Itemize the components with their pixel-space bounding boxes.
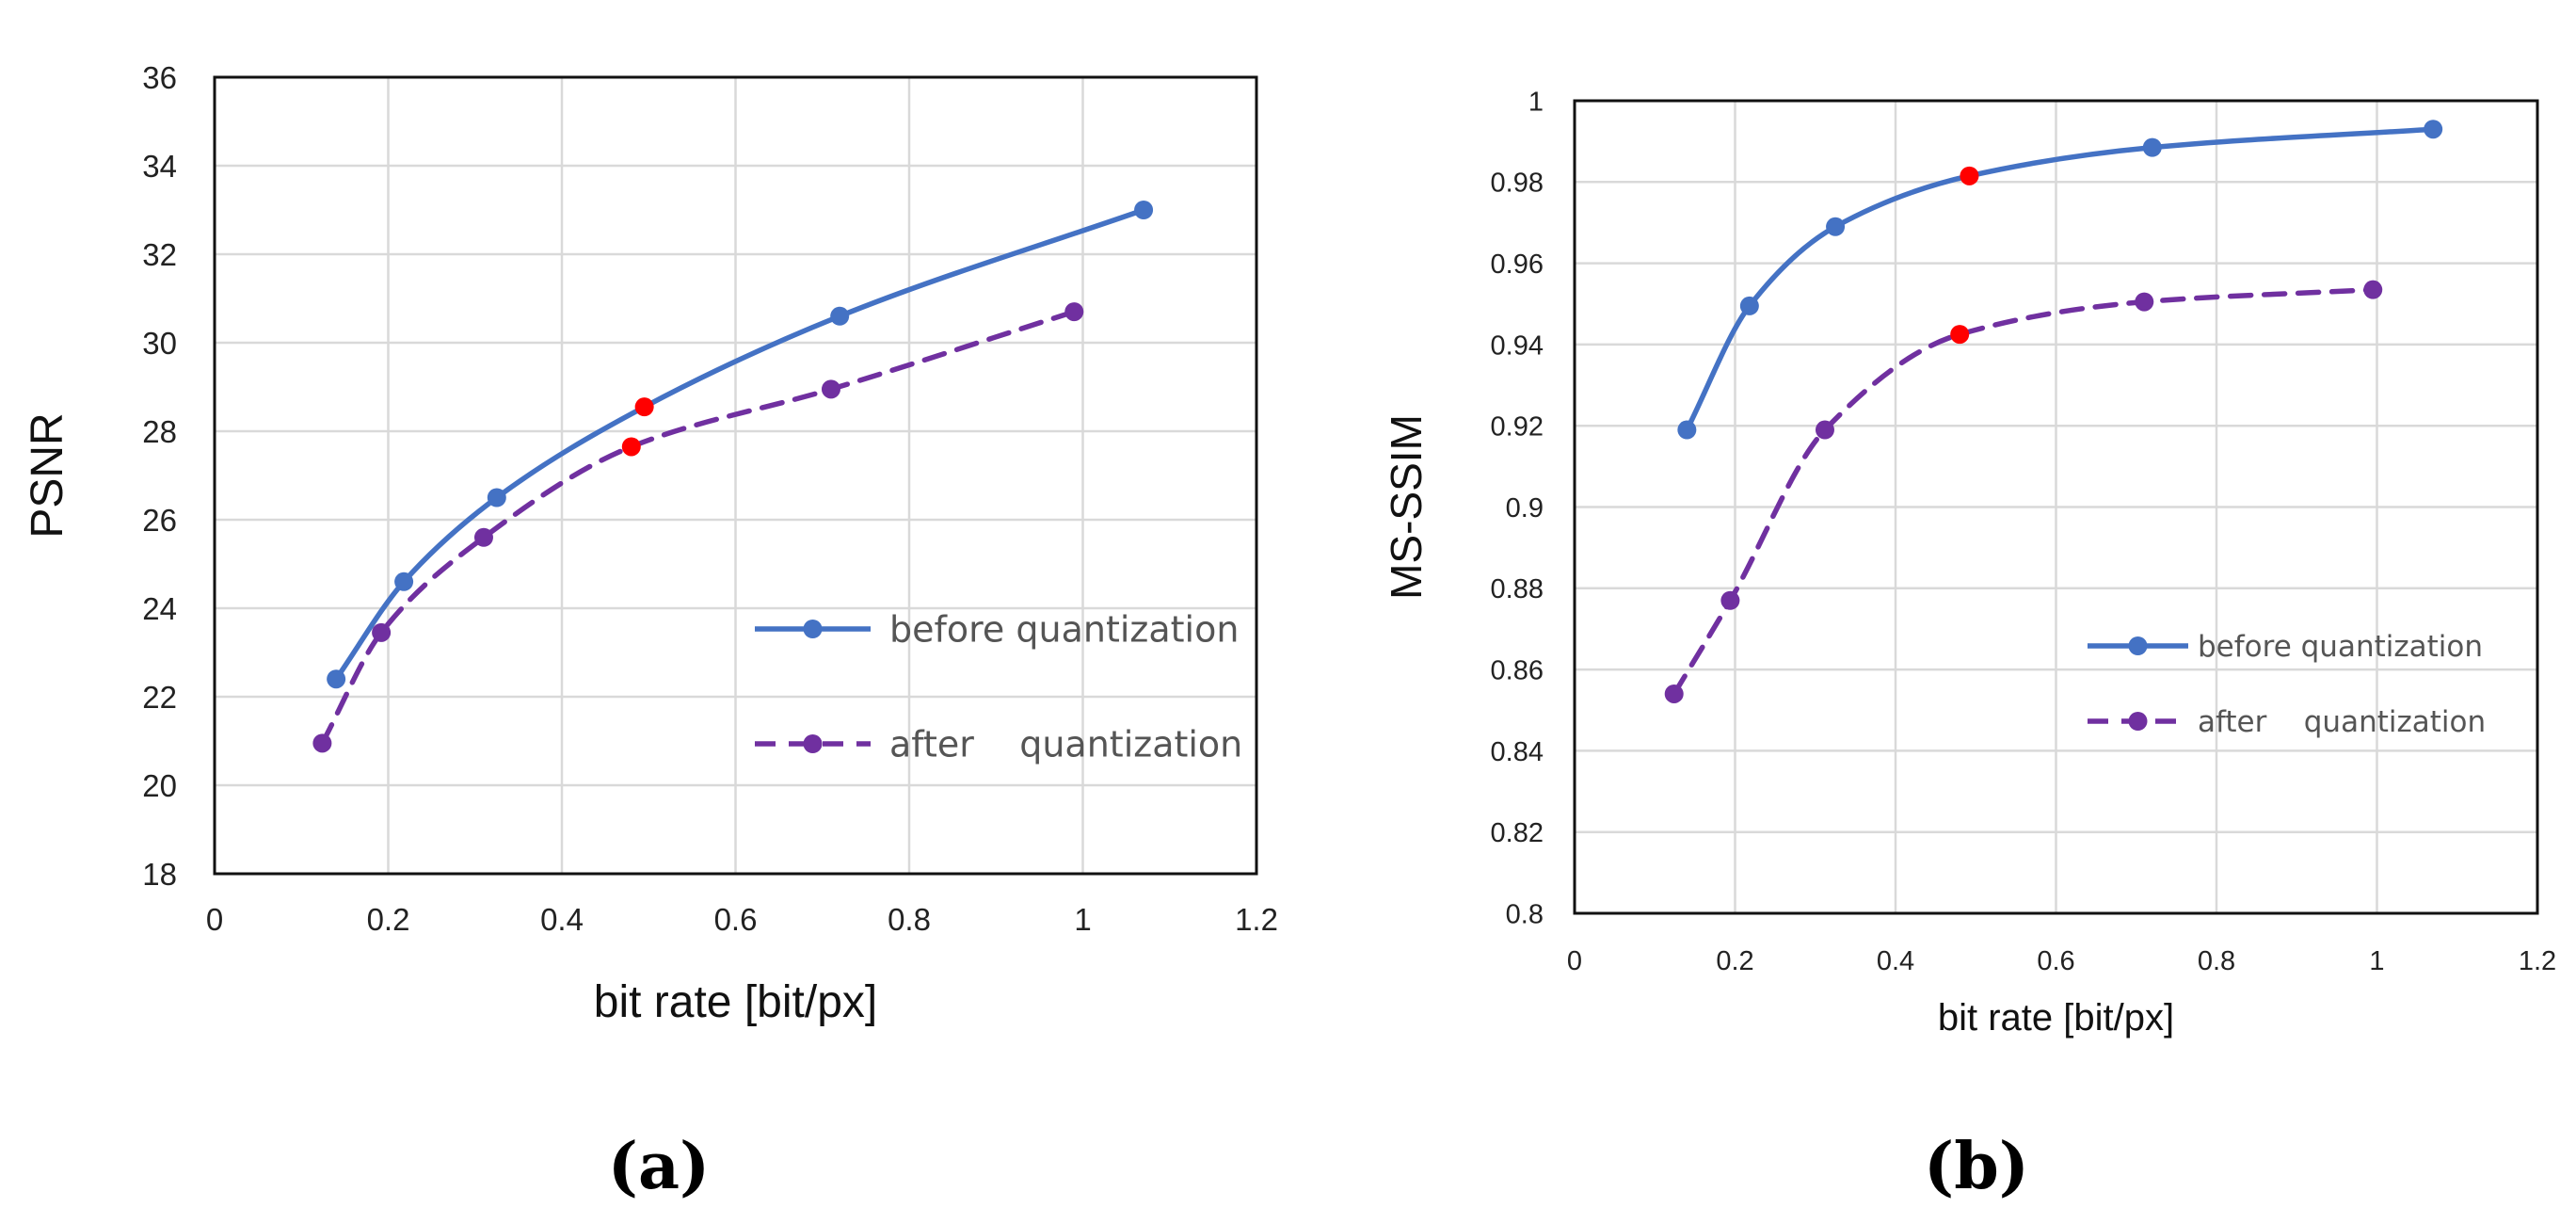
highlighted-data-point (634, 397, 654, 417)
data-point (372, 622, 392, 642)
x-tick-label: 0 (1567, 946, 1582, 976)
plot-area-border (213, 75, 1258, 876)
series-line (1684, 126, 2436, 433)
data-point (327, 669, 346, 689)
data-point (1677, 420, 1697, 440)
gridlines (1573, 99, 2539, 915)
x-tick-label: 0.6 (2037, 946, 2074, 976)
y-tick-label: 0.86 (1491, 656, 1544, 686)
chart-a: 0 0.2 0.4 0.6 0.8 1 1.2 18 20 22 24 26 28 30 32 34 36 bit… (23, 60, 1278, 1204)
data-point (1664, 684, 1684, 703)
x-tick-label: 0.8 (888, 902, 931, 937)
legend-label: before quantization (889, 608, 1239, 650)
y-tick-label: 0.8 (1506, 899, 1544, 929)
data-point (394, 572, 414, 591)
y-tick-label: 30 (142, 326, 177, 361)
y-tick-label: 1 (1528, 87, 1544, 117)
data-point (2363, 280, 2383, 299)
legend: before quantization after quantization (755, 608, 1242, 765)
x-tick-label: 0.2 (367, 902, 410, 937)
legend-marker (803, 620, 823, 638)
y-tick-label: 0.88 (1491, 574, 1544, 604)
panel-label: (a) (608, 1129, 710, 1204)
x-tick-label: 0.6 (714, 902, 758, 937)
y-tick-label: 0.94 (1491, 330, 1544, 361)
data-point (487, 488, 506, 507)
y-axis-label: PSNR (23, 412, 72, 538)
series-after-quantization (312, 302, 1084, 753)
x-tick-label: 0.4 (540, 902, 584, 937)
y-tick-label: 0.9 (1506, 493, 1544, 523)
series-after-quantization (1664, 280, 2383, 703)
data-point (821, 379, 840, 399)
highlighted-data-point (1960, 166, 1979, 185)
data-point (1134, 201, 1154, 219)
data-point (2424, 120, 2443, 139)
y-tick-label: 32 (142, 237, 177, 272)
legend-marker (803, 734, 823, 753)
chart-b: 0 0.2 0.4 0.6 0.8 1 1.2 0.8 0.82 0.84 0.86 0.88 0.9 0… (1382, 87, 2556, 1204)
series-line (319, 309, 1078, 747)
y-tick-label: 24 (142, 591, 177, 626)
legend-marker (2128, 636, 2148, 655)
x-axis-label: bit rate [bit/px] (594, 977, 877, 1027)
y-tick-label: 20 (142, 768, 177, 803)
y-tick-label: 34 (142, 149, 177, 184)
x-tick-label: 0.4 (1877, 946, 1914, 976)
x-tick-label: 1.2 (2519, 946, 2556, 976)
data-point (1826, 217, 1846, 236)
data-point (2135, 292, 2154, 312)
data-point (1739, 296, 1759, 315)
y-tick-label: 0.98 (1491, 169, 1544, 199)
y-tick-label: 36 (142, 60, 177, 95)
x-tick-label: 0 (206, 902, 223, 937)
y-tick-label: 22 (142, 680, 177, 715)
y-tick-label: 0.82 (1491, 818, 1544, 848)
series-before-quantization (327, 201, 1154, 689)
legend: before quantization after quantization (2088, 630, 2486, 739)
data-point (473, 527, 493, 547)
highlighted-data-point (621, 437, 641, 457)
y-tick-label: 0.92 (1491, 412, 1544, 443)
plot-area-border (1573, 99, 2539, 915)
series-before-quantization (1677, 120, 2443, 440)
y-tick-label: 18 (142, 857, 177, 892)
highlighted-data-point (1950, 325, 1970, 345)
data-point (1064, 302, 1084, 322)
y-tick-label: 26 (142, 503, 177, 538)
legend-label: before quantization (2198, 630, 2483, 664)
legend-marker (2128, 712, 2148, 731)
data-point (2142, 137, 2162, 157)
y-tick-label: 28 (142, 414, 177, 449)
y-tick-label: 0.96 (1491, 250, 1544, 280)
x-tick-label: 0.8 (2198, 946, 2235, 976)
data-point (312, 733, 332, 753)
data-point (1720, 590, 1740, 610)
data-point (1815, 420, 1834, 440)
x-tick-label: 1 (2369, 946, 2384, 976)
panel-label: (b) (1924, 1129, 2029, 1204)
y-tick-label: 0.84 (1491, 737, 1544, 767)
legend-label: after quantization (889, 723, 1242, 765)
legend-label: after quantization (2198, 705, 2486, 739)
x-tick-label: 1 (1074, 902, 1091, 937)
x-axis-label: bit rate [bit/px] (1938, 997, 2174, 1039)
data-point (830, 306, 850, 326)
y-axis-label: MS-SSIM (1382, 414, 1431, 600)
x-tick-label: 1.2 (1235, 902, 1278, 937)
x-tick-label: 0.2 (1716, 946, 1753, 976)
